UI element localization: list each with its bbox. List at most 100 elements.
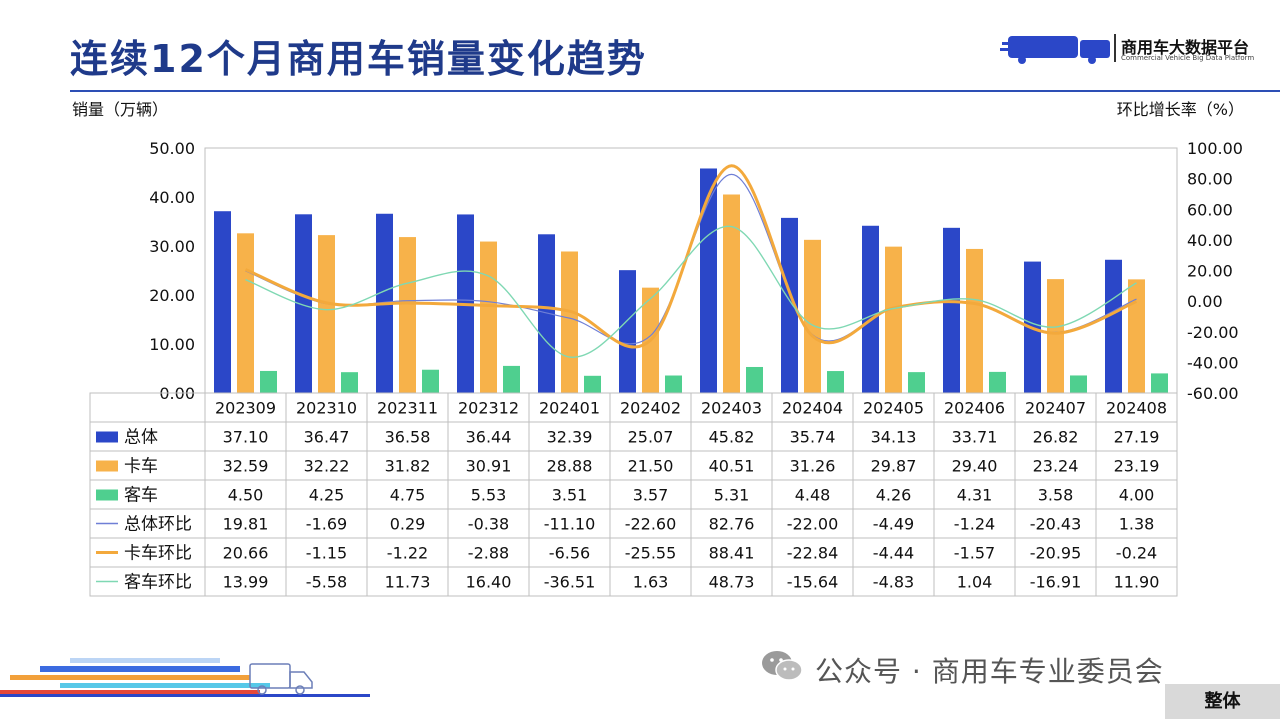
line-truck-mom [244, 164, 1138, 349]
table-cell: 1.38 [1119, 515, 1155, 534]
legend-label: 客车 [124, 486, 158, 506]
table-cell: 16.40 [466, 573, 512, 592]
x-tick-label: 202408 [1106, 399, 1167, 418]
table-cell: 5.53 [471, 486, 507, 505]
y-tick-label: 10.00 [149, 335, 195, 354]
table-cell: -0.38 [468, 515, 509, 534]
table-cell: 4.75 [390, 486, 426, 505]
table-cell: 4.50 [228, 486, 264, 505]
table-cell: 32.59 [223, 457, 269, 476]
y2-tick-label: -40.00 [1187, 353, 1239, 372]
bar-bus [827, 371, 844, 393]
table-cell: 31.26 [790, 457, 836, 476]
table-cell: 3.58 [1038, 486, 1074, 505]
bar-bus [665, 375, 682, 393]
bar-truck [1047, 279, 1064, 393]
bar-total [781, 217, 798, 393]
table-cell: 5.31 [714, 486, 750, 505]
table-cell: -11.10 [544, 515, 596, 534]
y-tick-label: 50.00 [149, 139, 195, 158]
legend-swatch [96, 489, 118, 501]
table-cell: -1.22 [387, 544, 428, 563]
table-cell: 29.87 [871, 457, 917, 476]
y-tick-label: 20.00 [149, 286, 195, 305]
table-cell: 4.48 [795, 486, 831, 505]
bar-bus [422, 369, 439, 393]
legend-swatch [96, 460, 118, 472]
x-tick-label: 202309 [215, 399, 276, 418]
table-cell: -4.44 [873, 544, 914, 563]
table-cell: 11.73 [385, 573, 431, 592]
bar-truck [399, 237, 416, 393]
table-cell: 35.74 [790, 428, 836, 447]
y-tick-label: 30.00 [149, 237, 195, 256]
table-cell: -16.91 [1030, 573, 1082, 592]
bar-truck [561, 251, 578, 393]
bar-bus [260, 370, 277, 393]
table-cell: 31.82 [385, 457, 431, 476]
bar-truck [723, 194, 740, 393]
bar-bus [503, 365, 520, 393]
bar-truck [804, 239, 821, 393]
bar-bus [1151, 373, 1168, 393]
decorative-trucks-graphic [0, 658, 370, 697]
table-cell: 37.10 [223, 428, 269, 447]
legend-label: 客车环比 [124, 573, 192, 593]
line-bus-mom [245, 225, 1137, 358]
logo-name: 商用车大数据平台 [1121, 38, 1250, 57]
x-tick-label: 202406 [944, 399, 1005, 418]
table-cell: 11.90 [1114, 573, 1160, 592]
x-tick-label: 202403 [701, 399, 762, 418]
left-axis-label: 销量（万辆） [72, 100, 169, 119]
y2-tick-label: 0.00 [1187, 292, 1223, 311]
table-cell: 45.82 [709, 428, 755, 447]
bar-total [943, 227, 960, 393]
bar-truck [237, 233, 254, 393]
bar-truck [966, 248, 983, 393]
table-cell: 48.73 [709, 573, 755, 592]
x-tick-label: 202404 [782, 399, 843, 418]
legend-label: 总体环比 [124, 515, 192, 535]
legend-label: 卡车 [124, 457, 158, 477]
bar-total [700, 168, 717, 393]
table-cell: 32.22 [304, 457, 350, 476]
bar-bus [908, 372, 925, 393]
x-tick-label: 202407 [1025, 399, 1086, 418]
table-cell: 4.31 [957, 486, 993, 505]
table-cell: 25.07 [628, 428, 674, 447]
table-cell: 23.19 [1114, 457, 1160, 476]
page-title: 连续12个月商用车销量变化趋势 [70, 37, 647, 81]
bar-bus [341, 372, 358, 393]
logo-subtitle: Commercial Vehicle Big Data Platform [1121, 54, 1255, 62]
table-cell: -22.00 [787, 515, 839, 534]
legend-label: 卡车环比 [124, 544, 192, 564]
table-cell: 32.39 [547, 428, 593, 447]
bar-total [619, 270, 636, 393]
table-cell: -1.24 [954, 515, 995, 534]
wechat-account: 公众号 · 商用车专业委员会 [815, 655, 1164, 688]
table-cell: 36.58 [385, 428, 431, 447]
bar-truck [480, 241, 497, 393]
x-tick-label: 202310 [296, 399, 357, 418]
y2-tick-label: 60.00 [1187, 200, 1233, 219]
table-cell: 36.47 [304, 428, 350, 447]
x-tick-label: 202401 [539, 399, 600, 418]
bar-total [214, 211, 231, 393]
scope-tag: 整体 [1165, 684, 1280, 719]
table-cell: 1.63 [633, 573, 669, 592]
right-axis-label: 环比增长率（%） [1116, 100, 1244, 119]
bar-total [295, 214, 312, 393]
table-cell: -2.88 [468, 544, 509, 563]
bar-bus [746, 366, 763, 393]
table-cell: 28.88 [547, 457, 593, 476]
wechat-icon [762, 651, 803, 681]
bar-truck [318, 235, 335, 393]
table-cell: 26.82 [1033, 428, 1079, 447]
table-cell: 40.51 [709, 457, 755, 476]
table-cell: 1.04 [957, 573, 993, 592]
table-cell: 13.99 [223, 573, 269, 592]
table-cell: -4.49 [873, 515, 914, 534]
table-cell: 30.91 [466, 457, 512, 476]
table-cell: -0.24 [1116, 544, 1157, 563]
